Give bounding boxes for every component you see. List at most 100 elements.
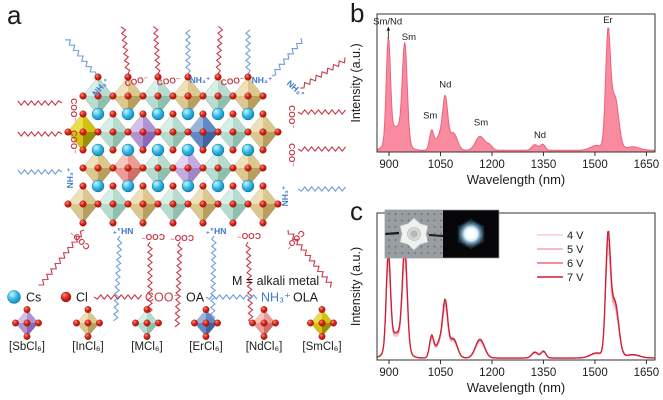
cl-atom: [260, 306, 268, 313]
cl-atom: [94, 73, 102, 81]
cl-atom: [259, 200, 267, 208]
x-tick-label: 1500: [582, 159, 608, 171]
octahedron-facet: [147, 309, 159, 323]
breadboard-hole: [394, 245, 397, 248]
cl-atom: [259, 219, 267, 227]
spectrum-area: [377, 28, 655, 153]
nh3-label: NH₃⁺: [285, 78, 307, 99]
octahedron-teal: [157, 184, 189, 224]
breadboard-hole: [394, 219, 397, 222]
octahedron-formula-label: [MCl₆]: [131, 341, 162, 353]
octahedron-facet: [76, 323, 88, 337]
y-axis-label: Intensity (a.u.): [349, 247, 363, 326]
octahedron-teal: [157, 112, 189, 152]
octahedron-facet: [194, 323, 206, 337]
octahedron-facet: [83, 185, 99, 204]
cl-atom: [84, 306, 92, 313]
cs-atom: [241, 143, 255, 157]
cl-atom: [139, 146, 147, 154]
axis-frame: [376, 13, 656, 153]
cl-atom: [124, 73, 132, 81]
cl-atom: [244, 92, 252, 100]
breadboard-hole: [394, 252, 397, 254]
octahedron-facet: [247, 113, 263, 132]
octahedron-facet: [217, 132, 233, 151]
octahedron-facet: [27, 309, 39, 323]
chart-c: 900 1050 1200 1350 1500 1650 Wavelength (nm) In…: [349, 209, 660, 395]
cl-atom: [229, 200, 237, 208]
cl-atom: [229, 110, 237, 118]
cs-atom: [181, 107, 195, 121]
cl-atom: [259, 92, 267, 100]
x-tick-label: 1200: [479, 367, 505, 379]
octahedron-facet: [143, 132, 159, 151]
m-alkali-metal-note: M = alkali metal: [232, 274, 319, 288]
cl-atom: [79, 200, 87, 208]
cl-atom: [124, 92, 132, 100]
cs-atom: [151, 143, 165, 157]
breadboard-hole: [407, 245, 410, 248]
breadboard-hole: [440, 245, 442, 248]
cl-atom: [199, 110, 207, 118]
coo-label: COO⁻: [124, 74, 149, 89]
oa-ligand-chain: [215, 25, 224, 75]
octahedron-facet: [172, 77, 188, 96]
octahedron-facet: [97, 185, 113, 204]
led-dome: [410, 230, 418, 238]
cl-atom: [199, 200, 207, 208]
breadboard-hole: [420, 213, 423, 215]
coo-legend-label: COO⁻: [145, 291, 180, 305]
nh3-label: NH₃⁺: [65, 168, 75, 189]
breadboard-hole: [394, 239, 397, 241]
octahedron-facet: [157, 132, 173, 151]
cl-atom: [109, 200, 117, 208]
octahedron-facet: [233, 185, 249, 204]
breadboard-hole: [440, 213, 442, 215]
cl-atom: [169, 182, 177, 190]
peak-label-smnd: Sm/Nd: [373, 17, 402, 28]
oa-legend-zigzag: [93, 293, 143, 301]
nh3-label: NH₃⁺: [190, 75, 211, 85]
breadboard-hole: [388, 219, 390, 222]
octahedron-teal: [97, 184, 129, 224]
octahedron-facet: [218, 77, 234, 96]
octahedron-facet: [83, 204, 99, 223]
cl-atom: [79, 146, 87, 154]
cl-atom: [214, 164, 222, 172]
cl-atom: [79, 219, 87, 227]
octahedron-er: [187, 112, 219, 152]
x-axis-label: Wavelength (nm): [467, 380, 566, 395]
x-tick-label: 900: [379, 159, 398, 171]
octahedron-teal: [97, 112, 129, 152]
cl-atom: [109, 110, 117, 118]
breadboard-hole: [388, 239, 390, 241]
breadboard-hole: [433, 232, 436, 235]
x-tick-label: 1650: [634, 367, 660, 379]
octahedron-facet: [88, 323, 100, 337]
cl-atom: [154, 200, 162, 208]
octahedron-facet: [206, 323, 218, 337]
breadboard-hole: [427, 245, 429, 248]
octahedra-legend: [SbCl₆] [InCl₆] [MCl₆] [ErCl₆] [NdCl₆] [SmCl₆…: [9, 306, 342, 353]
cl-atom: [169, 200, 177, 208]
ola-ligand-chain: [64, 39, 97, 77]
cl-atom: [199, 146, 207, 154]
panel-b-letter: b: [350, 0, 365, 28]
el-spectrum-line-5v: [376, 243, 655, 359]
cl-legend-label: Cl: [76, 291, 88, 305]
led-wire: [384, 231, 400, 236]
ligand-chains: [17, 25, 347, 328]
breadboard-hole: [427, 252, 429, 254]
cs-atom: [121, 143, 135, 157]
octahedron-teal: [217, 112, 249, 152]
peak-label-sm: Sm: [423, 110, 437, 121]
cl-atom: [132, 319, 139, 327]
cl-atom: [260, 319, 268, 327]
legend-label-5v: 5 V: [567, 244, 584, 256]
breadboard-hole: [433, 219, 436, 222]
octahedron-facet: [322, 309, 334, 323]
legend-label-4v: 4 V: [567, 230, 584, 242]
coo-label: COO⁻: [283, 228, 307, 252]
cl-atom: [79, 92, 87, 100]
breadboard-hole: [440, 239, 442, 241]
